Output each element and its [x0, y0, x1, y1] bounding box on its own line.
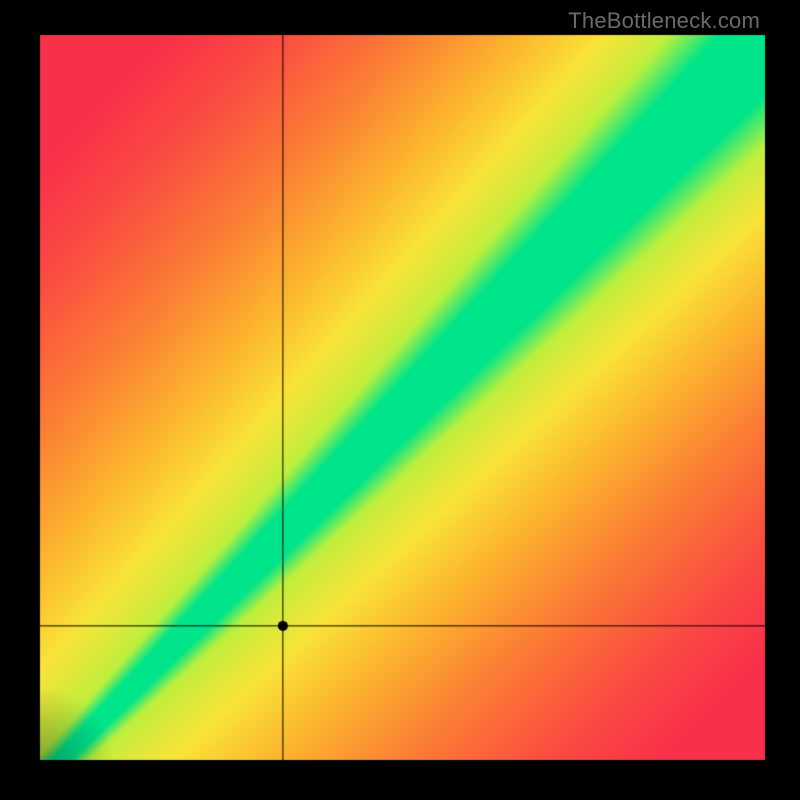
watermark-text: TheBottleneck.com	[568, 8, 760, 34]
chart-container: TheBottleneck.com	[0, 0, 800, 800]
heatmap-plot	[0, 0, 800, 800]
